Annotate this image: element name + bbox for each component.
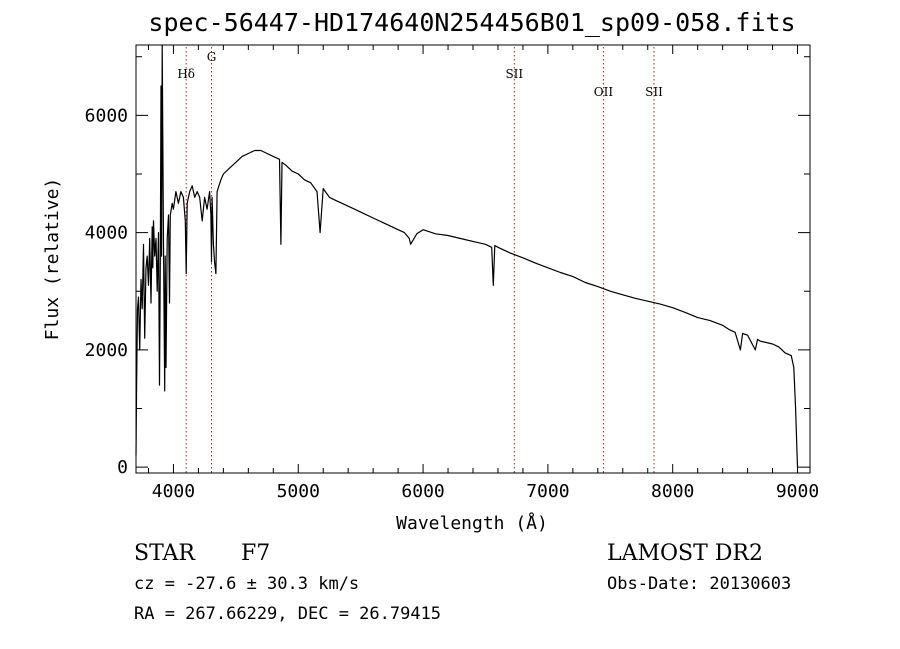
line-marker-label: OII — [594, 85, 614, 99]
survey-name: LAMOST DR2 — [607, 541, 763, 566]
line-marker-label: SII — [505, 67, 523, 81]
x-tick-label: 5000 — [277, 481, 320, 502]
y-tick-label: 4000 — [85, 223, 128, 244]
redshift-cz: cz = -27.6 ± 30.3 km/s — [134, 574, 359, 594]
x-axis-label: Wavelength (Å) — [396, 512, 548, 534]
y-axis-label: Flux (relative) — [42, 178, 63, 341]
line-marker-label: Hδ — [177, 67, 195, 81]
y-tick-label: 0 — [117, 457, 128, 478]
object-class: STAR — [134, 541, 196, 566]
x-tick-label: 6000 — [401, 481, 444, 502]
object-subclass: F7 — [241, 541, 270, 566]
observation-date: Obs-Date: 20130603 — [607, 574, 791, 594]
x-tick-label: 7000 — [526, 481, 569, 502]
plot-frame — [135, 44, 811, 474]
y-tick-label: 6000 — [85, 105, 128, 126]
line-marker-label: G — [207, 50, 217, 64]
chart-title: spec-56447-HD174640N254456B01_sp09-058.f… — [148, 8, 795, 37]
x-axis-ticks: 4000 5000 6000 7000 8000 9000 — [147, 45, 819, 502]
x-tick-label: 8000 — [651, 481, 694, 502]
emission-line-markers: Hδ G SII OII SII — [177, 47, 663, 473]
line-marker-label: SII — [645, 85, 663, 99]
x-tick-label: 4000 — [152, 481, 195, 502]
spectrum-line — [135, 44, 799, 468]
y-tick-label: 2000 — [85, 340, 128, 361]
y-axis-ticks: 0 2000 4000 6000 — [85, 56, 810, 478]
x-tick-label: 9000 — [776, 481, 819, 502]
coordinates: RA = 267.66229, DEC = 26.79415 — [134, 604, 441, 624]
